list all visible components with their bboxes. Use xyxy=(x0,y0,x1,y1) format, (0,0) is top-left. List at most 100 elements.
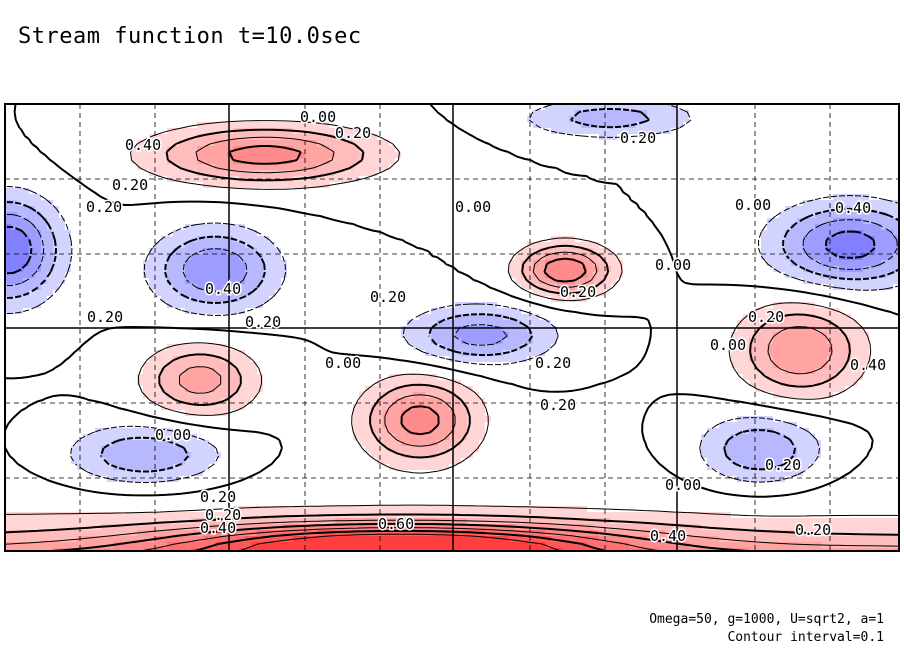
field-cell xyxy=(89,302,96,309)
field-cell xyxy=(113,272,120,279)
field-cell xyxy=(737,212,744,219)
field-cell xyxy=(557,194,564,201)
field-cell xyxy=(731,248,738,255)
field-cell xyxy=(89,158,96,165)
field-cell xyxy=(113,146,120,153)
field-cell xyxy=(95,278,102,285)
field-cell xyxy=(425,302,432,309)
field-cell xyxy=(137,128,144,135)
field-cell xyxy=(701,158,708,165)
field-cell xyxy=(65,122,72,129)
field-cell xyxy=(587,104,594,111)
field-cell xyxy=(779,182,786,189)
field-cell xyxy=(185,290,192,297)
field-cell xyxy=(281,194,288,201)
field-cell xyxy=(617,104,624,111)
field-cell xyxy=(401,116,408,123)
field-cell xyxy=(737,152,744,159)
field-cell xyxy=(269,266,276,273)
field-cell xyxy=(353,122,360,129)
field-cell xyxy=(749,170,756,177)
field-cell xyxy=(155,302,162,309)
field-cell xyxy=(683,122,690,129)
field-cell xyxy=(425,278,432,285)
field-cell xyxy=(881,260,888,267)
field-cell xyxy=(89,284,96,291)
field-cell xyxy=(107,116,114,123)
field-cell xyxy=(749,146,756,153)
field-cell xyxy=(569,272,576,279)
field-cell xyxy=(263,272,270,279)
field-cell xyxy=(467,218,474,225)
field-cell xyxy=(455,296,462,303)
field-cell xyxy=(245,284,252,291)
field-cell xyxy=(743,188,750,195)
field-cell xyxy=(341,260,348,267)
field-cell xyxy=(821,242,828,249)
field-cell xyxy=(719,248,726,255)
field-cell xyxy=(743,230,750,237)
field-cell xyxy=(341,128,348,135)
field-cell xyxy=(821,248,828,255)
field-cell xyxy=(299,122,306,129)
field-cell xyxy=(641,188,648,195)
field-cell xyxy=(797,158,804,165)
field-cell xyxy=(875,224,882,231)
field-cell xyxy=(299,182,306,189)
field-cell xyxy=(401,254,408,261)
field-cell xyxy=(797,284,804,291)
field-cell xyxy=(677,218,684,225)
field-cell xyxy=(23,254,30,261)
field-cell xyxy=(239,110,246,117)
field-cell xyxy=(665,236,672,243)
field-cell xyxy=(365,182,372,189)
field-cell xyxy=(35,272,42,279)
field-cell xyxy=(875,242,882,249)
field-cell xyxy=(251,194,258,201)
field-cell xyxy=(263,188,270,195)
field-cell xyxy=(785,158,792,165)
field-cell xyxy=(497,188,504,195)
field-cell xyxy=(119,218,126,225)
field-cell xyxy=(71,272,78,279)
field-cell xyxy=(203,272,210,279)
field-cell xyxy=(791,266,798,273)
field-cell xyxy=(689,104,696,111)
field-cell xyxy=(893,224,899,231)
field-cell xyxy=(287,266,294,273)
field-cell xyxy=(341,140,348,147)
field-cell xyxy=(77,206,84,213)
field-cell xyxy=(827,296,834,303)
field-cell xyxy=(683,290,690,297)
field-cell xyxy=(467,248,474,255)
field-cell xyxy=(491,194,498,201)
field-cell xyxy=(41,248,48,255)
field-cell xyxy=(467,278,474,285)
field-cell xyxy=(419,188,426,195)
field-cell xyxy=(485,146,492,153)
field-cell xyxy=(575,200,582,207)
field-cell xyxy=(533,272,540,279)
field-cell xyxy=(851,236,858,243)
field-cell xyxy=(671,110,678,117)
field-cell xyxy=(263,110,270,117)
field-cell xyxy=(191,116,198,123)
field-cell xyxy=(455,284,462,291)
field-cell xyxy=(443,224,450,231)
field-cell xyxy=(65,188,72,195)
field-cell xyxy=(41,284,48,291)
field-cell xyxy=(341,170,348,177)
field-cell xyxy=(845,194,852,201)
field-cell xyxy=(41,206,48,213)
field-cell xyxy=(419,164,426,171)
field-cell xyxy=(629,140,636,147)
field-cell xyxy=(23,302,30,309)
field-cell xyxy=(809,242,816,249)
field-cell xyxy=(635,116,642,123)
field-cell xyxy=(833,278,840,285)
field-cell xyxy=(185,236,192,243)
field-cell xyxy=(791,284,798,291)
field-cell xyxy=(623,158,630,165)
field-cell xyxy=(611,278,618,285)
field-cell xyxy=(161,140,168,147)
